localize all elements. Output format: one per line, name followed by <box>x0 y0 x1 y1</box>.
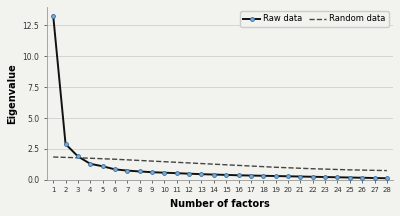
Raw data <box>384 177 389 179</box>
Raw data <box>76 155 80 158</box>
Random data <box>298 167 303 170</box>
Random data <box>212 163 216 165</box>
Random data <box>112 158 117 160</box>
Raw data <box>348 176 352 179</box>
Random data <box>310 167 315 170</box>
Random data <box>187 162 192 164</box>
Random data <box>348 168 352 171</box>
Raw data <box>100 165 105 168</box>
Random data <box>335 168 340 171</box>
Raw data <box>372 177 377 179</box>
Raw data <box>150 171 154 173</box>
Legend: Raw data, Random data: Raw data, Random data <box>240 11 389 27</box>
Random data <box>224 164 229 166</box>
Random data <box>273 166 278 168</box>
Raw data <box>323 176 328 178</box>
Random data <box>372 169 377 172</box>
Raw data <box>51 14 56 17</box>
Random data <box>100 157 105 160</box>
Random data <box>162 160 167 163</box>
Raw data <box>137 170 142 173</box>
Line: Raw data: Raw data <box>51 14 389 180</box>
Random data <box>174 161 179 164</box>
Random data <box>323 168 328 170</box>
Random data <box>76 156 80 159</box>
Raw data <box>112 168 117 171</box>
Random data <box>261 165 266 168</box>
Random data <box>88 157 93 160</box>
Raw data <box>174 172 179 175</box>
Raw data <box>236 174 241 177</box>
Random data <box>248 165 253 167</box>
Raw data <box>248 174 253 177</box>
Random data <box>150 160 154 162</box>
X-axis label: Number of factors: Number of factors <box>170 199 270 209</box>
Random data <box>236 164 241 167</box>
Raw data <box>187 172 192 175</box>
Random data <box>137 159 142 162</box>
Random data <box>286 167 290 169</box>
Raw data <box>261 175 266 177</box>
Random data <box>63 156 68 159</box>
Raw data <box>360 176 364 179</box>
Random data <box>51 156 56 158</box>
Raw data <box>125 169 130 172</box>
Random data <box>125 159 130 161</box>
Random data <box>360 169 364 172</box>
Line: Random data: Random data <box>53 157 387 171</box>
Raw data <box>298 175 303 178</box>
Raw data <box>63 143 68 145</box>
Raw data <box>224 174 229 176</box>
Y-axis label: Eigenvalue: Eigenvalue <box>7 63 17 124</box>
Raw data <box>212 173 216 176</box>
Random data <box>199 162 204 165</box>
Raw data <box>199 173 204 175</box>
Raw data <box>286 175 290 178</box>
Raw data <box>335 176 340 179</box>
Raw data <box>88 162 93 165</box>
Raw data <box>162 172 167 174</box>
Random data <box>384 169 389 172</box>
Raw data <box>310 175 315 178</box>
Raw data <box>273 175 278 177</box>
